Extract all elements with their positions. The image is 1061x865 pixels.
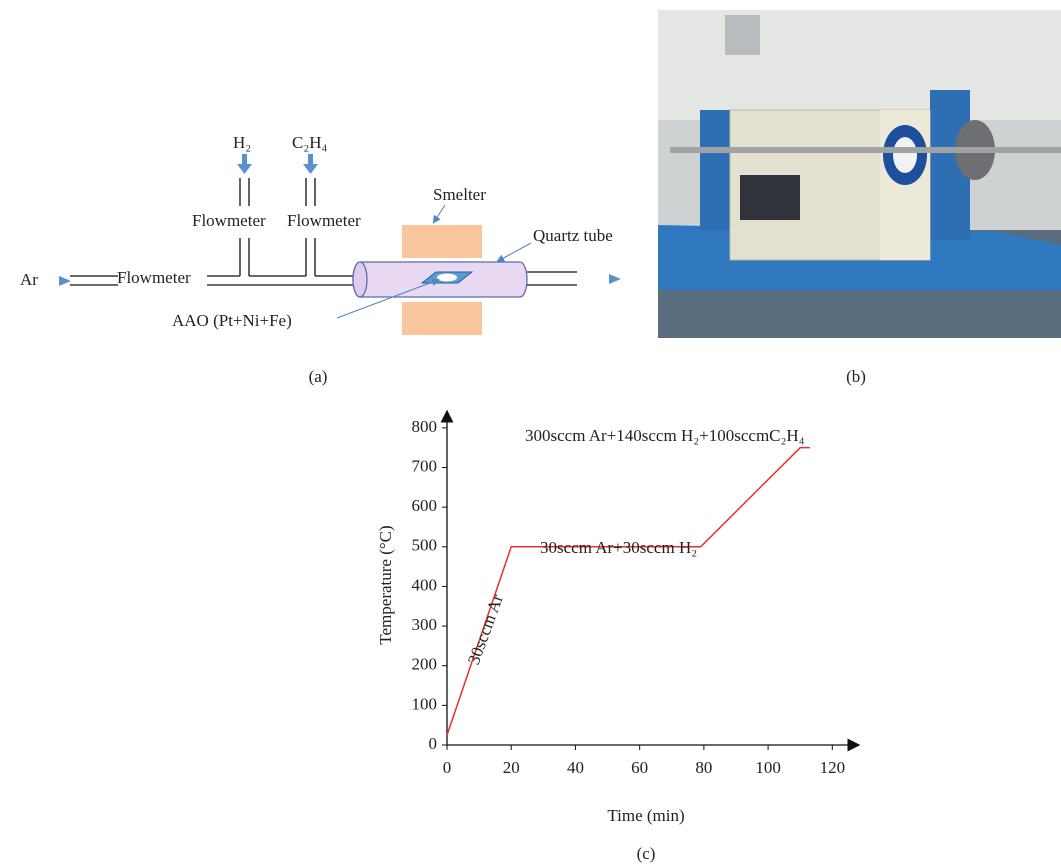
tube-label: Quartz tube: [533, 226, 613, 245]
annotation: 30sccm Ar: [464, 592, 507, 668]
y-tick-label: 0: [429, 734, 438, 753]
x-tick-label: 60: [631, 758, 648, 777]
flowmeter-label: Flowmeter: [192, 211, 266, 230]
x-tick-label: 120: [820, 758, 846, 777]
gas-label: C₂H₄: [292, 133, 328, 152]
flowmeter-label: Flowmeter: [287, 211, 361, 230]
y-tick-label: 600: [412, 496, 438, 515]
photo: (b): [658, 10, 1061, 386]
sample: [437, 274, 457, 282]
gas-label: Ar: [20, 270, 38, 289]
gas-label: H₂: [233, 133, 251, 152]
x-tick-label: 0: [443, 758, 452, 777]
arrow: [237, 154, 252, 174]
sample-label: AAO (Pt+Ni+Fe): [172, 311, 292, 330]
pipe: [70, 276, 355, 285]
y-axis-label: Temperature (°C): [376, 525, 395, 644]
stand: [700, 110, 732, 230]
annotation: 300sccm Ar+140sccm H₂+100sccmC₂H₄: [525, 426, 805, 445]
pointer: [498, 243, 531, 261]
annotation: 30sccm Ar+30sccm H₂: [540, 538, 697, 557]
x-axis-label: Time (min): [607, 806, 684, 825]
tube-opening: [893, 137, 917, 173]
y-tick-label: 800: [412, 417, 438, 436]
x-tick-label: 40: [567, 758, 584, 777]
x-tick-label: 100: [755, 758, 781, 777]
line: [447, 448, 810, 735]
wall: [658, 10, 1061, 120]
arrow: [303, 154, 318, 174]
flowmeter-label: Flowmeter: [117, 268, 191, 287]
smelter: [402, 302, 482, 335]
y-tick-label: 200: [412, 655, 438, 674]
x-tick-label: 80: [695, 758, 712, 777]
pointer: [434, 205, 445, 222]
y-tick-label: 500: [412, 536, 438, 555]
smelter: [402, 225, 482, 258]
tube-end: [353, 262, 367, 297]
caption: (c): [637, 844, 656, 863]
control-panel: [740, 175, 800, 220]
figure: Ar Flowmeter Flowmeter Flowmeter H₂ C₂H₄…: [0, 0, 1061, 865]
y-tick-label: 700: [412, 456, 438, 475]
arrow: [37, 276, 71, 286]
caption: (b): [846, 367, 866, 386]
switch-box: [725, 15, 760, 55]
arrow: [587, 274, 621, 284]
y-tick-label: 300: [412, 615, 438, 634]
pipe: [527, 272, 577, 285]
smelter-label: Smelter: [433, 185, 486, 204]
chart: Time (min) Temperature (°C) (c) 01002003…: [376, 417, 850, 863]
y-tick-label: 100: [412, 694, 438, 713]
diagram: Ar Flowmeter Flowmeter Flowmeter H₂ C₂H₄…: [20, 133, 621, 386]
caption: (a): [309, 367, 328, 386]
y-tick-label: 400: [412, 575, 438, 594]
x-tick-label: 20: [503, 758, 520, 777]
